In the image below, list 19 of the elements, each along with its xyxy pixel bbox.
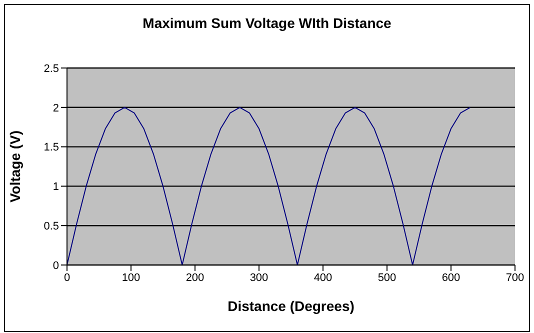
y-tick-label: 2 (52, 102, 59, 114)
x-tick-label: 0 (64, 272, 70, 284)
x-tick-label: 200 (186, 272, 204, 284)
line-series (67, 106, 471, 265)
y-tick-label: 1 (52, 181, 59, 194)
y-tick-label: 2.5 (44, 62, 59, 75)
x-tick-label: 700 (506, 272, 524, 284)
y-axis-title: Voltage (V) (6, 130, 23, 203)
x-tick-label: 500 (378, 272, 396, 284)
x-tick-label: 400 (314, 272, 332, 284)
x-tick-label: 600 (442, 272, 460, 284)
chart-title: Maximum Sum Voltage WIth Distance (142, 15, 392, 31)
y-tick-label: 1.5 (44, 142, 59, 154)
frame: Maximum Sum Voltage WIth Distance 0 100 200 300 400 500 600 700 Distance (Degrees) 0 0.5 1 1.5 2 2.5 Voltage (V) (4, 4, 530, 332)
y-tick-label: 0 (52, 260, 59, 272)
x-axis-title: Distance (Degrees) (228, 298, 354, 314)
x-tick-label: 300 (250, 272, 268, 284)
y-tick-label: 0.5 (44, 220, 59, 233)
x-tick-label: 100 (122, 272, 140, 284)
